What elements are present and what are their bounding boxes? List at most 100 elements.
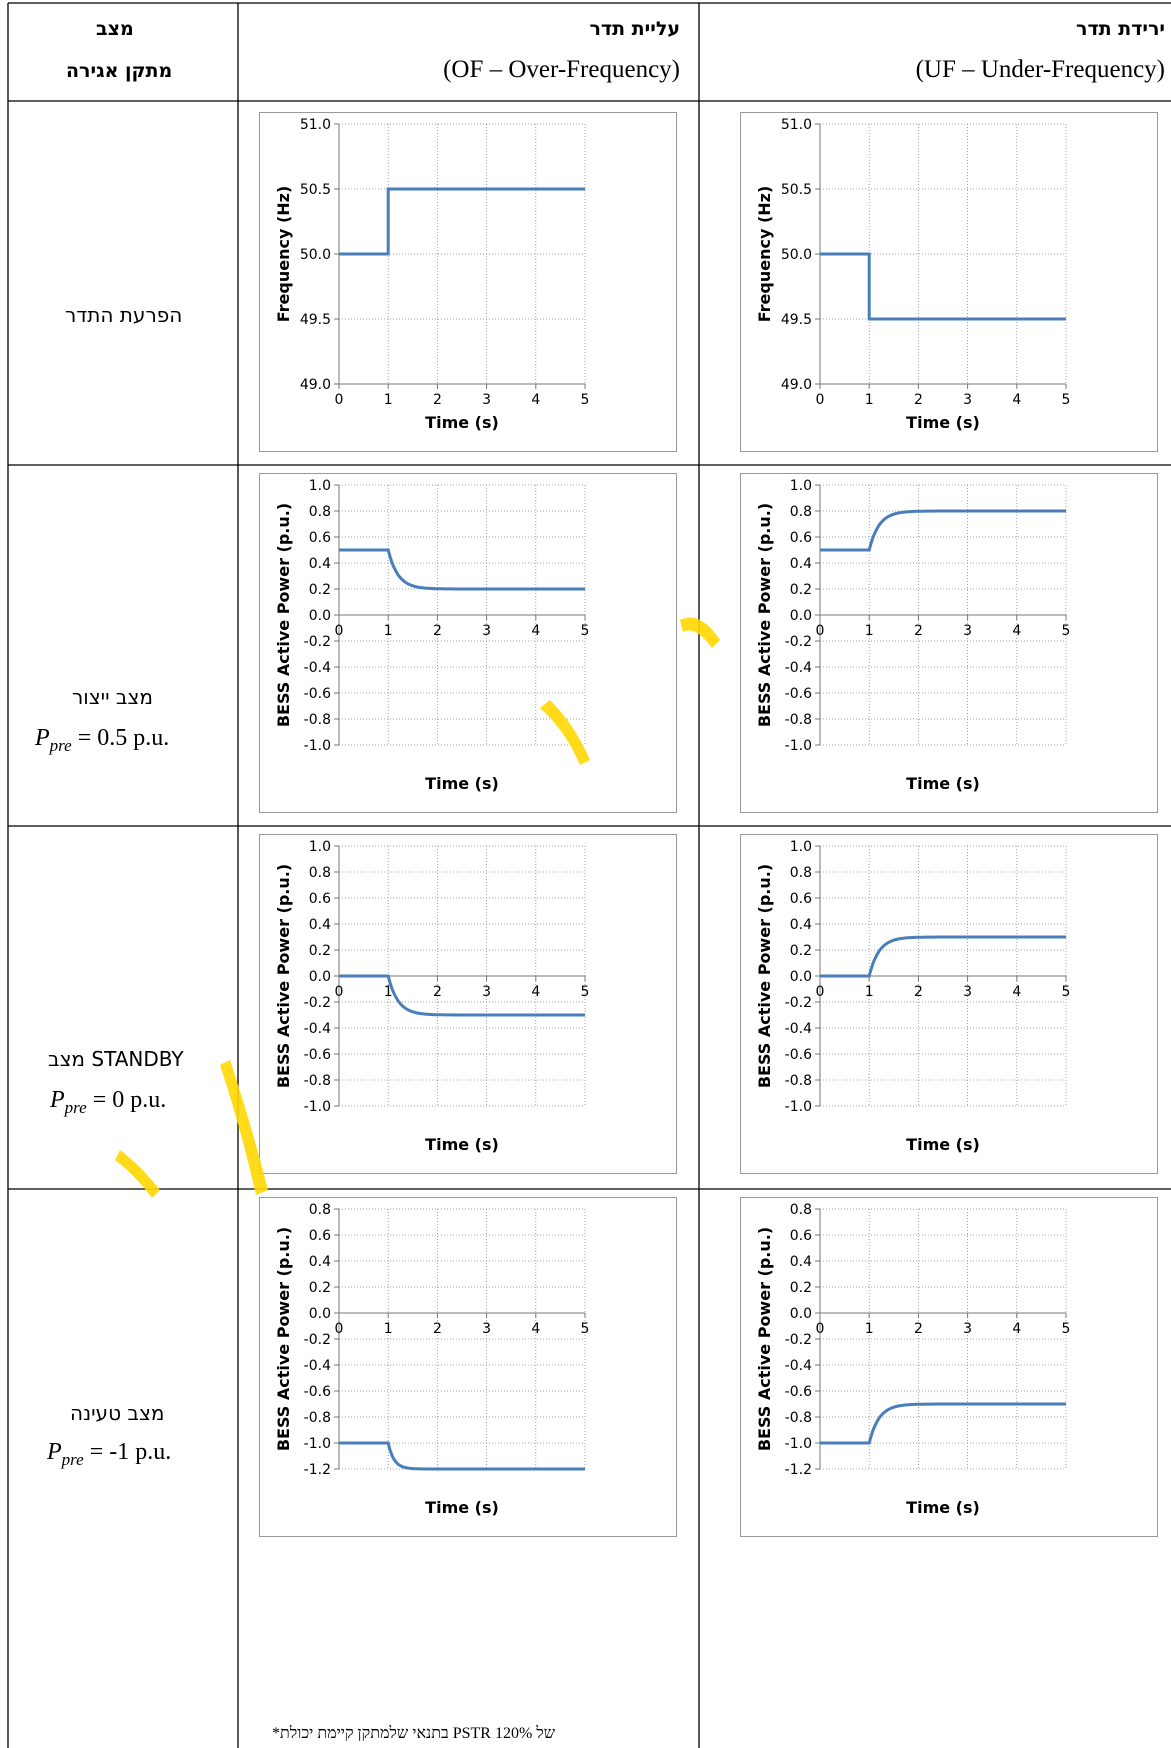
y-tick-label: 0.0 xyxy=(790,969,812,985)
x-axis-title: Time (s) xyxy=(425,413,499,432)
y-tick-label: 49.0 xyxy=(300,377,331,393)
x-tick-label: 0 xyxy=(335,392,344,408)
x-tick-label: 1 xyxy=(384,1321,393,1337)
x-tick-label: 5 xyxy=(581,1321,590,1337)
y-tick-label: 49.5 xyxy=(781,312,812,328)
x-tick-label: 4 xyxy=(531,1321,540,1337)
chart-uf-charging: 0.8 0.6 0.4 0.2 0.0 -0.2 -0.4 -0.6 -0.8 -1.0 -1.2 0… xyxy=(740,1197,1158,1537)
series-line xyxy=(339,1441,585,1471)
y-tick-label: -1.0 xyxy=(785,1099,812,1115)
chart-frame xyxy=(259,834,677,1174)
y-tick-label: -0.6 xyxy=(304,686,331,702)
y-tick-label: 51.0 xyxy=(300,117,331,133)
chart-uf-generation: 1.0 0.8 0.6 0.4 0.2 0.0 -0.2 -0.4 -0.6 -0.8 -1.0 0 1… xyxy=(740,473,1158,813)
x-tick-label: 4 xyxy=(531,984,540,1000)
y-tick-label: -0.2 xyxy=(785,995,812,1011)
x-axis-title: Time (s) xyxy=(906,413,980,432)
y-axis-title: BESS Active Power (p.u.) xyxy=(274,864,293,1088)
y-tick-label: 0.4 xyxy=(309,917,331,933)
ppre-value: = 0 p.u. xyxy=(92,1087,167,1113)
y-tick-label: -1.2 xyxy=(785,1462,812,1478)
x-tick-label: 4 xyxy=(1012,1321,1021,1337)
x-tick-label: 3 xyxy=(963,984,972,1000)
y-tick-label: -0.4 xyxy=(785,1358,812,1374)
series-line xyxy=(820,509,1066,552)
y-tick-label: -0.6 xyxy=(785,1384,812,1400)
x-tick-label: 1 xyxy=(384,623,393,639)
y-tick-label: 0.0 xyxy=(309,608,331,624)
ppre-symbol: P xyxy=(47,1439,62,1465)
y-tick-label: 0.2 xyxy=(309,582,331,598)
row-label-charging: מצב טעינה xyxy=(70,1401,165,1425)
y-tick-label: 0.6 xyxy=(309,891,331,907)
x-tick-label: 2 xyxy=(433,984,442,1000)
x-tick-label: 4 xyxy=(1012,392,1021,408)
uf-column-header-line1: ירידת תדר xyxy=(1076,18,1165,40)
y-tick-label: -0.4 xyxy=(304,660,331,676)
y-tick-label: 0.4 xyxy=(790,556,812,572)
y-tick-label: 49.5 xyxy=(300,312,331,328)
x-tick-label: 5 xyxy=(1062,984,1071,1000)
y-tick-label: -0.8 xyxy=(785,1410,812,1426)
y-tick-label: 0.8 xyxy=(309,1202,331,1218)
x-tick-label: 3 xyxy=(482,392,491,408)
x-axis-title: Time (s) xyxy=(906,1135,980,1154)
x-tick-label: 0 xyxy=(335,1321,344,1337)
chart-of-charging: 0.8 0.6 0.4 0.2 0.0 -0.2 -0.4 -0.6 -0.8 -1.0 -1.2 0… xyxy=(259,1197,677,1537)
chart-of-generation: 1.0 0.8 0.6 0.4 0.2 0.0 -0.2 -0.4 -0.6 -0.8 -1.0 0 1… xyxy=(259,473,677,813)
x-tick-label: 1 xyxy=(384,392,393,408)
uf-column-header-line2: (UF – Under-Frequency) xyxy=(915,56,1165,83)
y-tick-label: 0.2 xyxy=(309,1280,331,1296)
ppre-value: = -1 p.u. xyxy=(89,1439,172,1465)
x-tick-label: 4 xyxy=(1012,623,1021,639)
y-axis-title: Frequency (Hz) xyxy=(274,186,293,323)
chart-frame xyxy=(740,1197,1158,1537)
series-line xyxy=(339,974,585,1017)
y-axis-title: BESS Active Power (p.u.) xyxy=(755,503,774,727)
y-tick-label: -0.2 xyxy=(785,634,812,650)
ppre-symbol: P xyxy=(35,725,50,751)
y-tick-label: 0.6 xyxy=(790,1228,812,1244)
y-tick-label: -0.8 xyxy=(785,1073,812,1089)
y-tick-label: 1.0 xyxy=(309,478,331,494)
y-tick-label: -0.6 xyxy=(304,1384,331,1400)
y-tick-label: 0.2 xyxy=(790,943,812,959)
chart-frame xyxy=(740,112,1158,452)
y-tick-label: -0.4 xyxy=(785,1021,812,1037)
x-tick-label: 0 xyxy=(816,984,825,1000)
x-tick-label: 2 xyxy=(433,1321,442,1337)
y-tick-label: 0.2 xyxy=(790,1280,812,1296)
y-tick-label: -0.4 xyxy=(304,1021,331,1037)
y-tick-label: -1.0 xyxy=(304,1099,331,1115)
y-tick-label: 50.5 xyxy=(781,182,812,198)
x-tick-label: 2 xyxy=(914,623,923,639)
y-tick-label: -1.2 xyxy=(304,1462,331,1478)
y-tick-label: 0.6 xyxy=(309,1228,331,1244)
row-label-generation: מצב ייצור xyxy=(72,685,153,709)
y-tick-label: 0.2 xyxy=(309,943,331,959)
x-tick-label: 5 xyxy=(581,392,590,408)
x-tick-label: 2 xyxy=(914,1321,923,1337)
of-column-header-line1: עליית תדר xyxy=(589,18,680,40)
x-tick-label: 2 xyxy=(433,623,442,639)
x-tick-label: 5 xyxy=(1062,623,1071,639)
y-tick-label: 0.4 xyxy=(790,1254,812,1270)
y-tick-label: 0.4 xyxy=(309,1254,331,1270)
x-tick-label: 1 xyxy=(384,984,393,1000)
chart-frame xyxy=(259,112,677,452)
y-tick-label: 49.0 xyxy=(781,377,812,393)
x-tick-label: 3 xyxy=(482,623,491,639)
y-tick-label: -1.0 xyxy=(304,738,331,754)
x-tick-label: 4 xyxy=(531,623,540,639)
y-tick-label: -0.8 xyxy=(304,1410,331,1426)
chart-grid xyxy=(338,484,586,746)
x-tick-label: 3 xyxy=(963,1321,972,1337)
y-tick-label: -0.8 xyxy=(304,712,331,728)
row-ppre-charging: Ppre = -1 p.u. xyxy=(47,1439,171,1470)
x-tick-label: 3 xyxy=(482,984,491,1000)
y-tick-label: 1.0 xyxy=(790,478,812,494)
series-line xyxy=(820,252,1066,321)
y-tick-label: 0.6 xyxy=(309,530,331,546)
series-line xyxy=(820,1402,1066,1445)
series-line xyxy=(339,187,585,256)
